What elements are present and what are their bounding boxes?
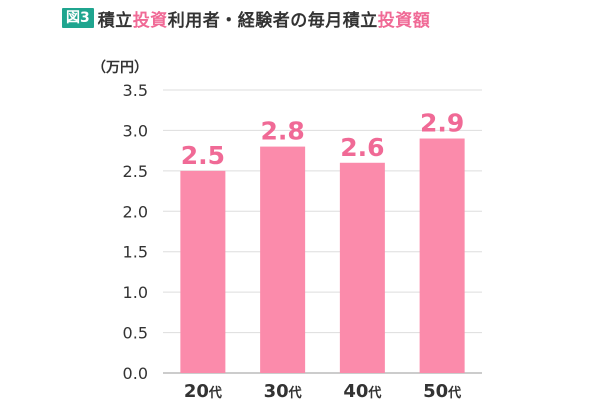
y-axis-ticks: 0.0 0.5 1.0 1.5 2.0 2.5 3.0 3.5 [123, 81, 148, 383]
bar-50 [419, 138, 465, 373]
bar-40 [339, 162, 385, 373]
chart-title: 積立投資利用者・経験者の毎月積立投資額 [98, 6, 431, 31]
y-unit-label: （万円） [92, 60, 148, 76]
x-tick-number: 40 [343, 381, 368, 400]
title-part: 利用者・経験者の毎月積立 [167, 10, 378, 31]
x-tick-suffix: 代 [208, 385, 222, 400]
y-tick-label: 2.0 [123, 202, 148, 221]
title-part-highlight: 投資 [132, 10, 168, 31]
y-tick-label: 3.5 [123, 81, 148, 100]
data-labels: 2.5 2.8 2.6 2.9 [181, 109, 465, 170]
x-tick-label: 20代 [184, 381, 222, 400]
bar-30 [260, 146, 306, 373]
title-part-highlight: 投資額 [377, 10, 431, 31]
x-axis-ticks: 20代 30代 40代 50代 [184, 381, 461, 400]
y-tick-label: 2.5 [123, 162, 148, 181]
bars [180, 138, 465, 373]
x-tick-suffix: 代 [447, 385, 461, 400]
figure-header: 図3 積立投資利用者・経験者の毎月積立投資額 [62, 6, 431, 31]
x-tick-number: 50 [423, 381, 448, 400]
x-tick-suffix: 代 [367, 385, 381, 400]
y-tick-label: 0.0 [123, 364, 148, 383]
x-tick-number: 30 [264, 381, 289, 400]
data-label: 2.5 [181, 141, 225, 170]
data-label: 2.8 [260, 117, 304, 146]
x-tick-label: 30代 [264, 381, 302, 400]
y-tick-label: 1.0 [123, 283, 148, 302]
title-part: 積立 [97, 10, 133, 31]
bar-20 [180, 170, 226, 373]
figure-badge: 図3 [62, 8, 94, 28]
y-tick-label: 0.5 [123, 324, 148, 343]
x-tick-number: 20 [184, 381, 209, 400]
y-tick-label: 1.5 [123, 243, 148, 262]
x-tick-label: 50代 [423, 381, 461, 400]
data-label: 2.6 [340, 133, 384, 162]
data-label: 2.9 [420, 109, 464, 138]
y-tick-label: 3.0 [123, 121, 148, 140]
x-tick-suffix: 代 [288, 385, 302, 400]
x-tick-label: 40代 [343, 381, 381, 400]
